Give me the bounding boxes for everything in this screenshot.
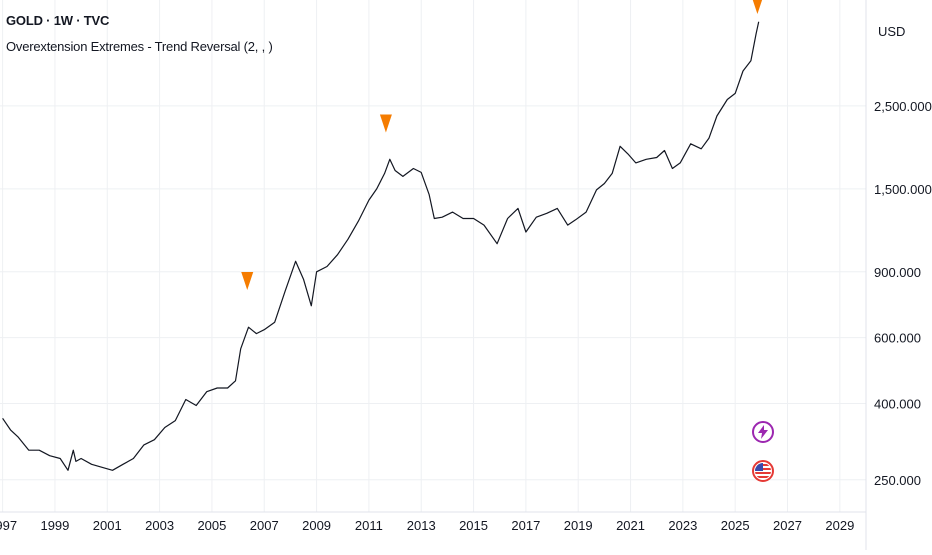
lightning-badge[interactable] (752, 421, 774, 443)
symbol-title[interactable]: GOLD · 1W · TVC (6, 13, 110, 28)
time-tick-label: 2025 (721, 518, 750, 533)
price-tick-label: 600.000 (874, 331, 921, 346)
reversal-signal-marker (241, 272, 254, 291)
series-layer (2, 21, 760, 471)
time-tick-label: 2015 (459, 518, 488, 533)
time-tick-label: 2023 (668, 518, 697, 533)
currency-label[interactable]: USD (878, 24, 906, 39)
time-tick-label: 2005 (197, 518, 226, 533)
time-tick-label: 2003 (145, 518, 174, 533)
price-tick-label: 2,500.000 (874, 99, 932, 114)
time-tick-label: 2001 (93, 518, 122, 533)
time-tick-label: 2017 (511, 518, 540, 533)
time-tick-label: 2029 (825, 518, 854, 533)
time-tick-label: 1997 (0, 518, 17, 533)
lightning-icon (758, 425, 768, 439)
time-tick-label: 2013 (407, 518, 436, 533)
us-flag-icon (755, 463, 771, 479)
price-axis: 250.000 400.000 600.000 900.000 1,500.000 2,5… (865, 0, 932, 550)
time-tick-label: 2011 (355, 518, 383, 533)
time-tick-label: 1999 (40, 518, 69, 533)
us-flag-badge[interactable] (752, 460, 774, 482)
grid (0, 0, 866, 512)
price-tick-label: 900.000 (874, 265, 921, 280)
time-tick-label: 2007 (250, 518, 279, 533)
time-tick-label: 2019 (564, 518, 593, 533)
price-tick-label: 1,500.000 (874, 182, 932, 197)
time-tick-label: 2027 (773, 518, 802, 533)
signal-layer (241, 0, 763, 291)
time-tick-label: 2009 (302, 518, 331, 533)
price-tick-label: 250.000 (874, 473, 921, 488)
time-tick-label: 2021 (616, 518, 645, 533)
time-axis: 1997 1999 2001 2003 2005 2007 2009 2011 2013 2015… (0, 511, 866, 533)
chart-legend: GOLD · 1W · TVC Overextension Extremes -… (6, 14, 273, 53)
reversal-signal-marker (752, 0, 763, 14)
indicator-title[interactable]: Overextension Extremes - Trend Reversal … (6, 39, 273, 54)
reversal-signal-marker (379, 114, 392, 133)
price-tick-label: 400.000 (874, 396, 921, 411)
price-series-line (2, 21, 760, 471)
